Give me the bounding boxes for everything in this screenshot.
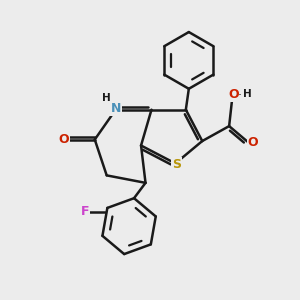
Text: S: S [172, 158, 182, 171]
Text: N: N [110, 102, 121, 115]
Text: F: F [81, 206, 89, 218]
Text: O: O [248, 136, 258, 149]
Text: O: O [228, 88, 239, 101]
Text: ·: · [238, 89, 242, 102]
Text: H: H [102, 93, 110, 103]
Text: O: O [59, 133, 69, 146]
Text: H: H [243, 89, 252, 99]
